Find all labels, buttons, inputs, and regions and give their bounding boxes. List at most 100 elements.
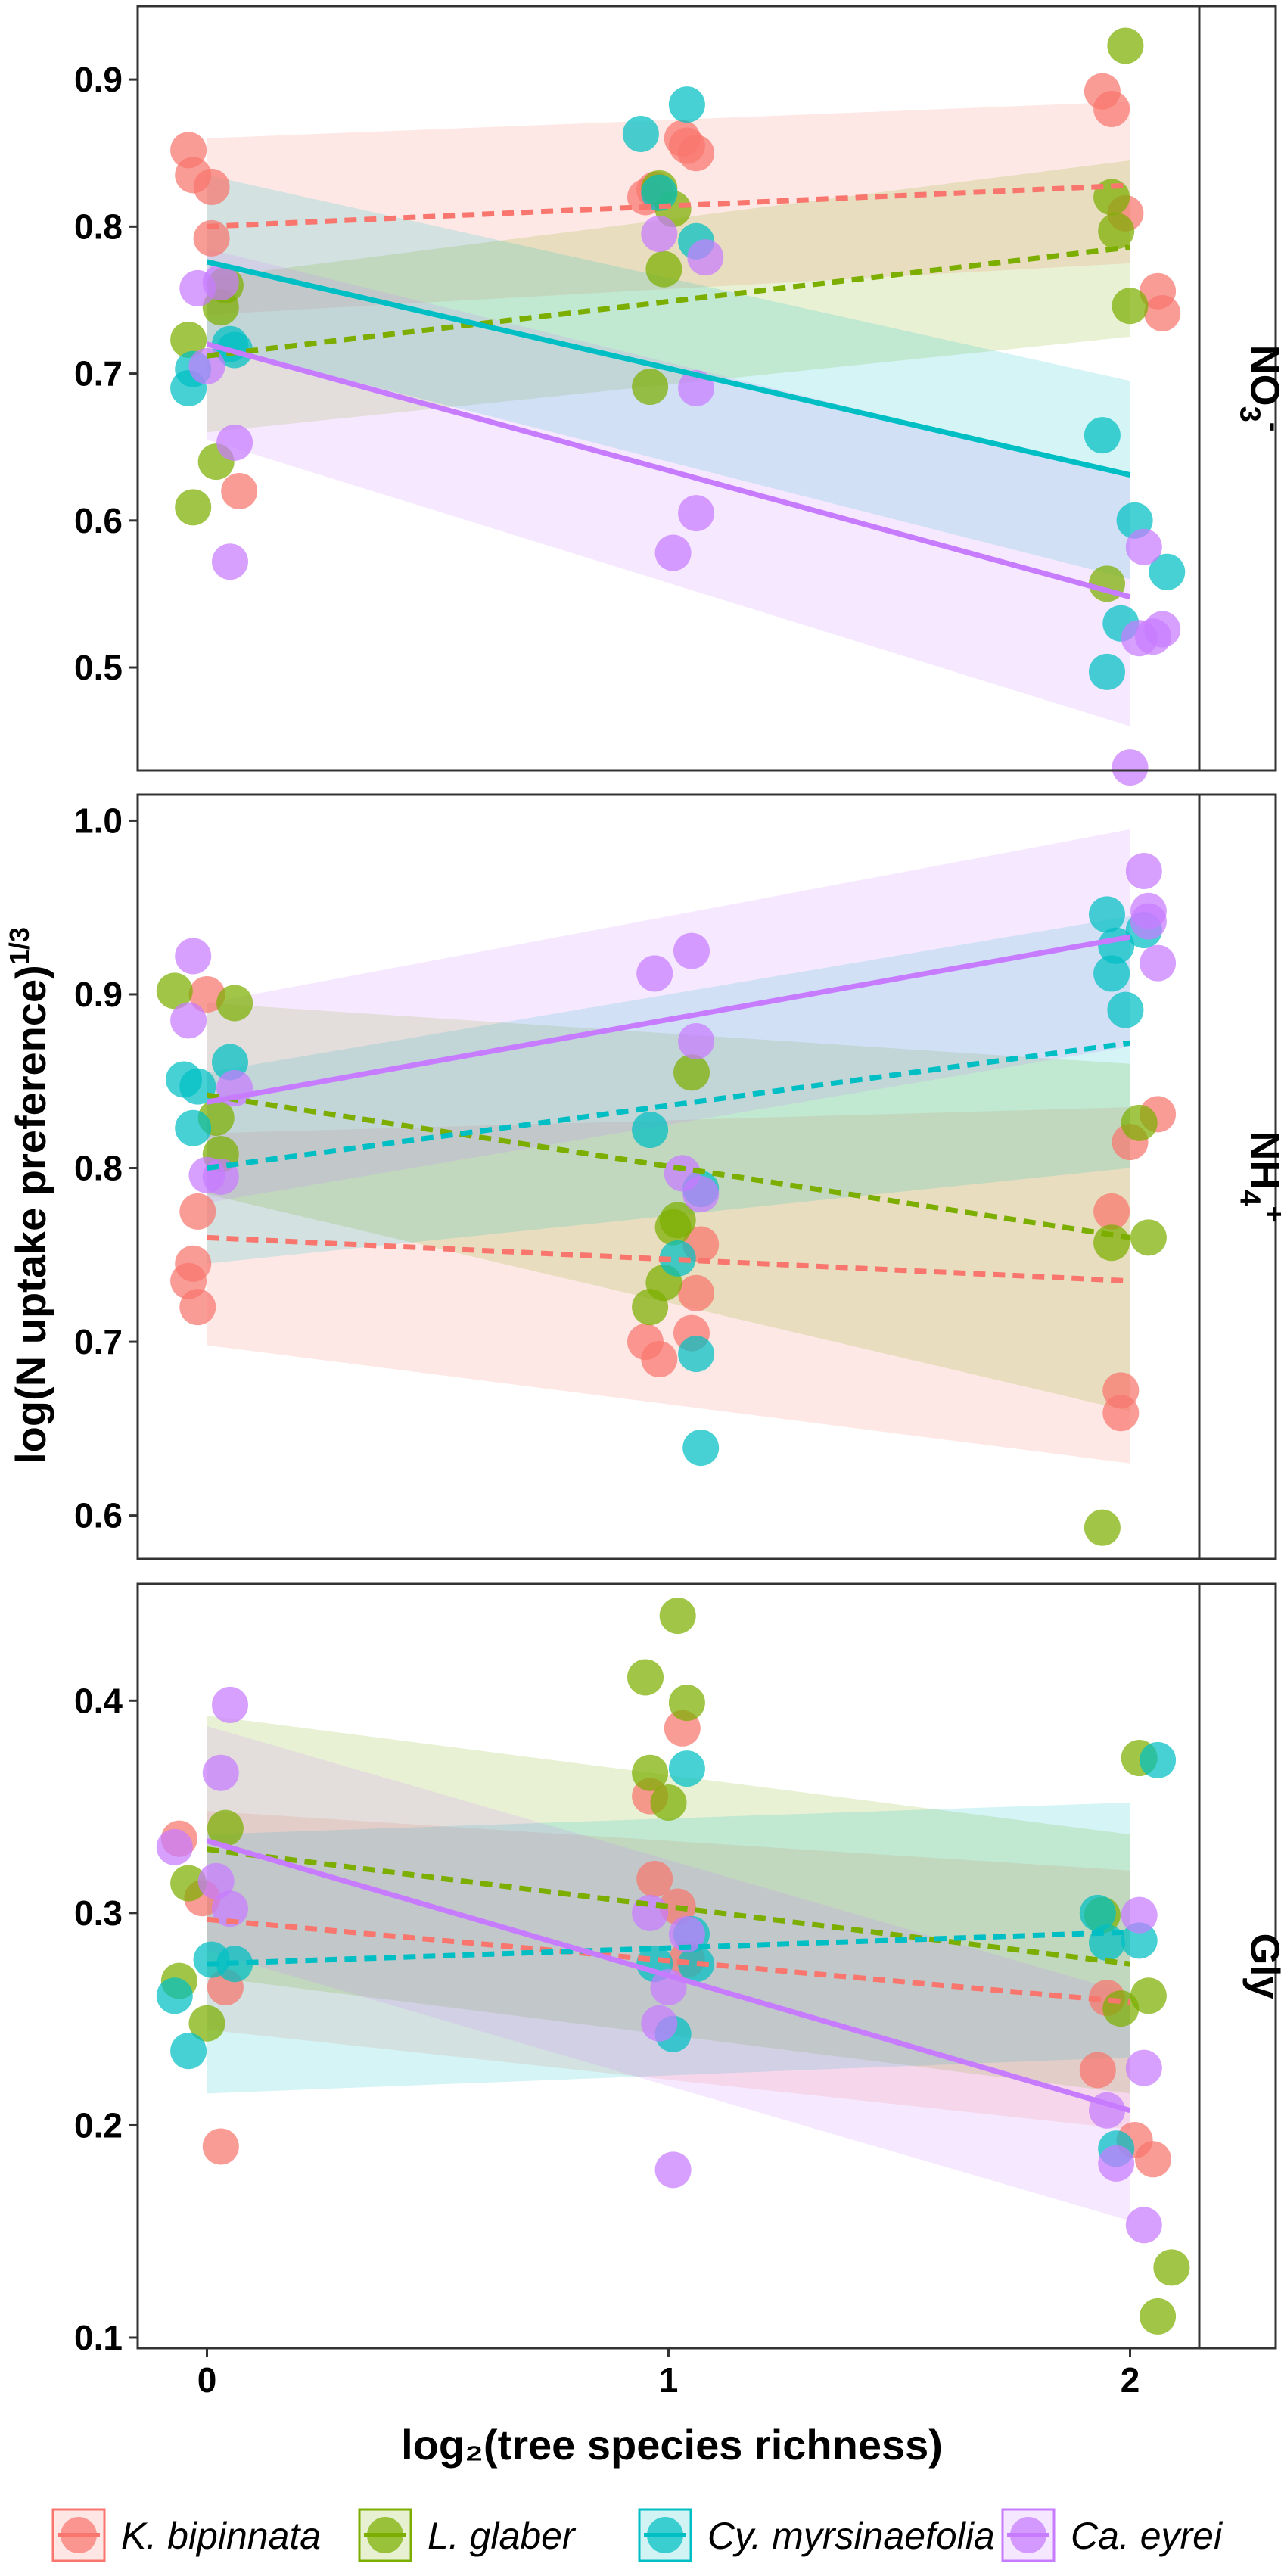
panels: 0.50.60.70.80.9NO3-0.60.70.80.91.0NH4+0.… <box>74 5 1281 2357</box>
point-ca-eyrei <box>1125 853 1162 889</box>
point-cy-myrsinaefolia <box>622 115 659 152</box>
point-ca-eyrei <box>197 1862 235 1899</box>
point-ca-eyrei <box>202 264 239 301</box>
trend-line-ca-eyrei <box>206 341 1131 600</box>
point-ca-eyrei <box>156 1828 193 1865</box>
x-axis-title: log₂(tree species richness) <box>401 2421 943 2469</box>
point-cy-myrsinaefolia <box>1140 1741 1177 1778</box>
point-l-glaber <box>659 1202 696 1239</box>
point-cy-myrsinaefolia <box>1084 417 1121 454</box>
panel-3-strip <box>1198 1582 1277 2350</box>
point-ca-eyrei <box>212 543 248 580</box>
legend-key-point <box>1010 2517 1046 2553</box>
point-cy-myrsinaefolia <box>682 1430 720 1467</box>
trend-line-k-bipinnata <box>207 1916 1130 2005</box>
y-axis-title: log(N uptake preference)1/3 <box>4 927 54 1464</box>
point-l-glaber <box>170 321 207 358</box>
point-k-bipinnata <box>193 219 230 257</box>
point-l-glaber <box>659 1598 696 1635</box>
legend-key-point <box>367 2517 403 2553</box>
y-tick-label: 0.1 <box>74 2318 123 2357</box>
panel-2-strip <box>1198 793 1277 1560</box>
point-ca-eyrei <box>202 1754 239 1791</box>
point-k-bipinnata <box>1144 294 1181 331</box>
point-l-glaber <box>1140 2298 1177 2335</box>
point-cy-myrsinaefolia <box>1093 955 1130 992</box>
point-k-bipinnata <box>202 2128 239 2165</box>
point-cy-myrsinaefolia <box>156 1977 193 2014</box>
point-k-bipinnata <box>221 472 258 509</box>
point-l-glaber <box>1130 1219 1167 1256</box>
point-ca-eyrei <box>687 239 724 276</box>
point-ca-eyrei <box>212 1686 248 1723</box>
point-l-glaber <box>216 985 253 1022</box>
point-l-glaber <box>1084 1509 1121 1546</box>
point-ca-eyrei <box>636 955 673 992</box>
point-cy-myrsinaefolia <box>632 1112 669 1149</box>
point-ca-eyrei <box>673 932 710 969</box>
trend-line-cy-myrsinaefolia <box>207 1929 1130 1967</box>
point-l-glaber <box>1153 2249 1190 2286</box>
y-tick-label: 0.6 <box>74 1496 123 1535</box>
point-ca-eyrei <box>1144 611 1181 648</box>
point-ca-eyrei <box>641 2005 678 2042</box>
point-cy-myrsinaefolia <box>1149 553 1186 590</box>
point-k-bipinnata <box>179 1193 216 1230</box>
legend-key-point <box>61 2517 97 2553</box>
ci-band-cy-myrsinaefolia <box>207 175 1130 580</box>
point-cy-myrsinaefolia <box>641 174 678 211</box>
point-ca-eyrei <box>1130 903 1167 940</box>
point-ca-eyrei <box>654 2151 692 2189</box>
y-tick-label: 0.4 <box>74 1681 123 1720</box>
point-cy-myrsinaefolia <box>1107 991 1144 1028</box>
point-cy-myrsinaefolia <box>678 1336 715 1373</box>
point-l-glaber <box>627 1659 664 1696</box>
legend-label: K. bipinnata <box>121 2515 321 2557</box>
point-ca-eyrei <box>1121 1896 1158 1934</box>
point-l-glaber <box>668 1685 705 1722</box>
point-l-glaber <box>1093 1224 1130 1262</box>
legend-label: L. glaber <box>428 2515 577 2557</box>
point-ca-eyrei <box>212 1890 248 1927</box>
point-l-glaber <box>170 1865 207 1902</box>
point-k-bipinnata <box>188 975 225 1013</box>
trend-line-k-bipinnata <box>207 1234 1130 1284</box>
point-cy-myrsinaefolia <box>659 1240 696 1277</box>
panel-2-strip-label: NH4+ <box>1234 1131 1281 1222</box>
ci-band-cy-myrsinaefolia <box>207 916 1130 1264</box>
y-tick-label: 0.8 <box>74 1149 123 1188</box>
point-ca-eyrei <box>1125 528 1162 565</box>
panel-2: 0.6 0.7 0.8 0.9 1.0 NH4+ <box>74 793 1281 1560</box>
legend-item-ca-eyrei: Ca. eyrei <box>1001 2508 1223 2562</box>
point-k-bipinnata <box>1135 2141 1171 2178</box>
panel-1: 0.5 0.6 0.7 0.8 0.9 NO3- <box>74 5 1281 786</box>
trend-line-cy-myrsinaefolia <box>206 259 1131 478</box>
point-ca-eyrei <box>1098 2145 1135 2182</box>
legend: K. bipinnata L. glaber Cy. myrsinaefolia Ca… <box>51 2508 1223 2562</box>
x-axis: 0 1 2 <box>197 2348 1140 2400</box>
point-ca-eyrei <box>1125 2207 1162 2244</box>
point-k-bipinnata <box>175 1245 212 1282</box>
point-cy-myrsinaefolia <box>1079 1894 1116 1931</box>
ci-band-ca-eyrei <box>207 829 1130 1203</box>
legend-item-k-bipinnata: K. bipinnata <box>51 2508 321 2562</box>
point-l-glaber <box>650 1784 687 1821</box>
point-k-bipinnata <box>641 1341 678 1378</box>
ci-band-ca-eyrei <box>207 248 1130 726</box>
point-l-glaber <box>175 489 212 526</box>
trend-line-ca-eyrei <box>206 934 1131 1105</box>
point-l-glaber <box>207 1809 244 1846</box>
panel-1-strip <box>1198 5 1277 772</box>
point-cy-myrsinaefolia <box>1089 653 1125 690</box>
y-tick-label: 0.7 <box>74 1322 123 1361</box>
point-k-bipinnata <box>1102 1395 1140 1432</box>
point-k-bipinnata <box>193 168 230 205</box>
point-ca-eyrei <box>170 1002 207 1039</box>
point-ca-eyrei <box>682 1175 720 1212</box>
point-ca-eyrei <box>216 424 253 461</box>
point-k-bipinnata <box>1093 1193 1130 1230</box>
legend-label: Ca. eyrei <box>1071 2515 1223 2557</box>
y-tick-label: 1.0 <box>74 801 123 840</box>
legend-key-point <box>647 2517 683 2553</box>
